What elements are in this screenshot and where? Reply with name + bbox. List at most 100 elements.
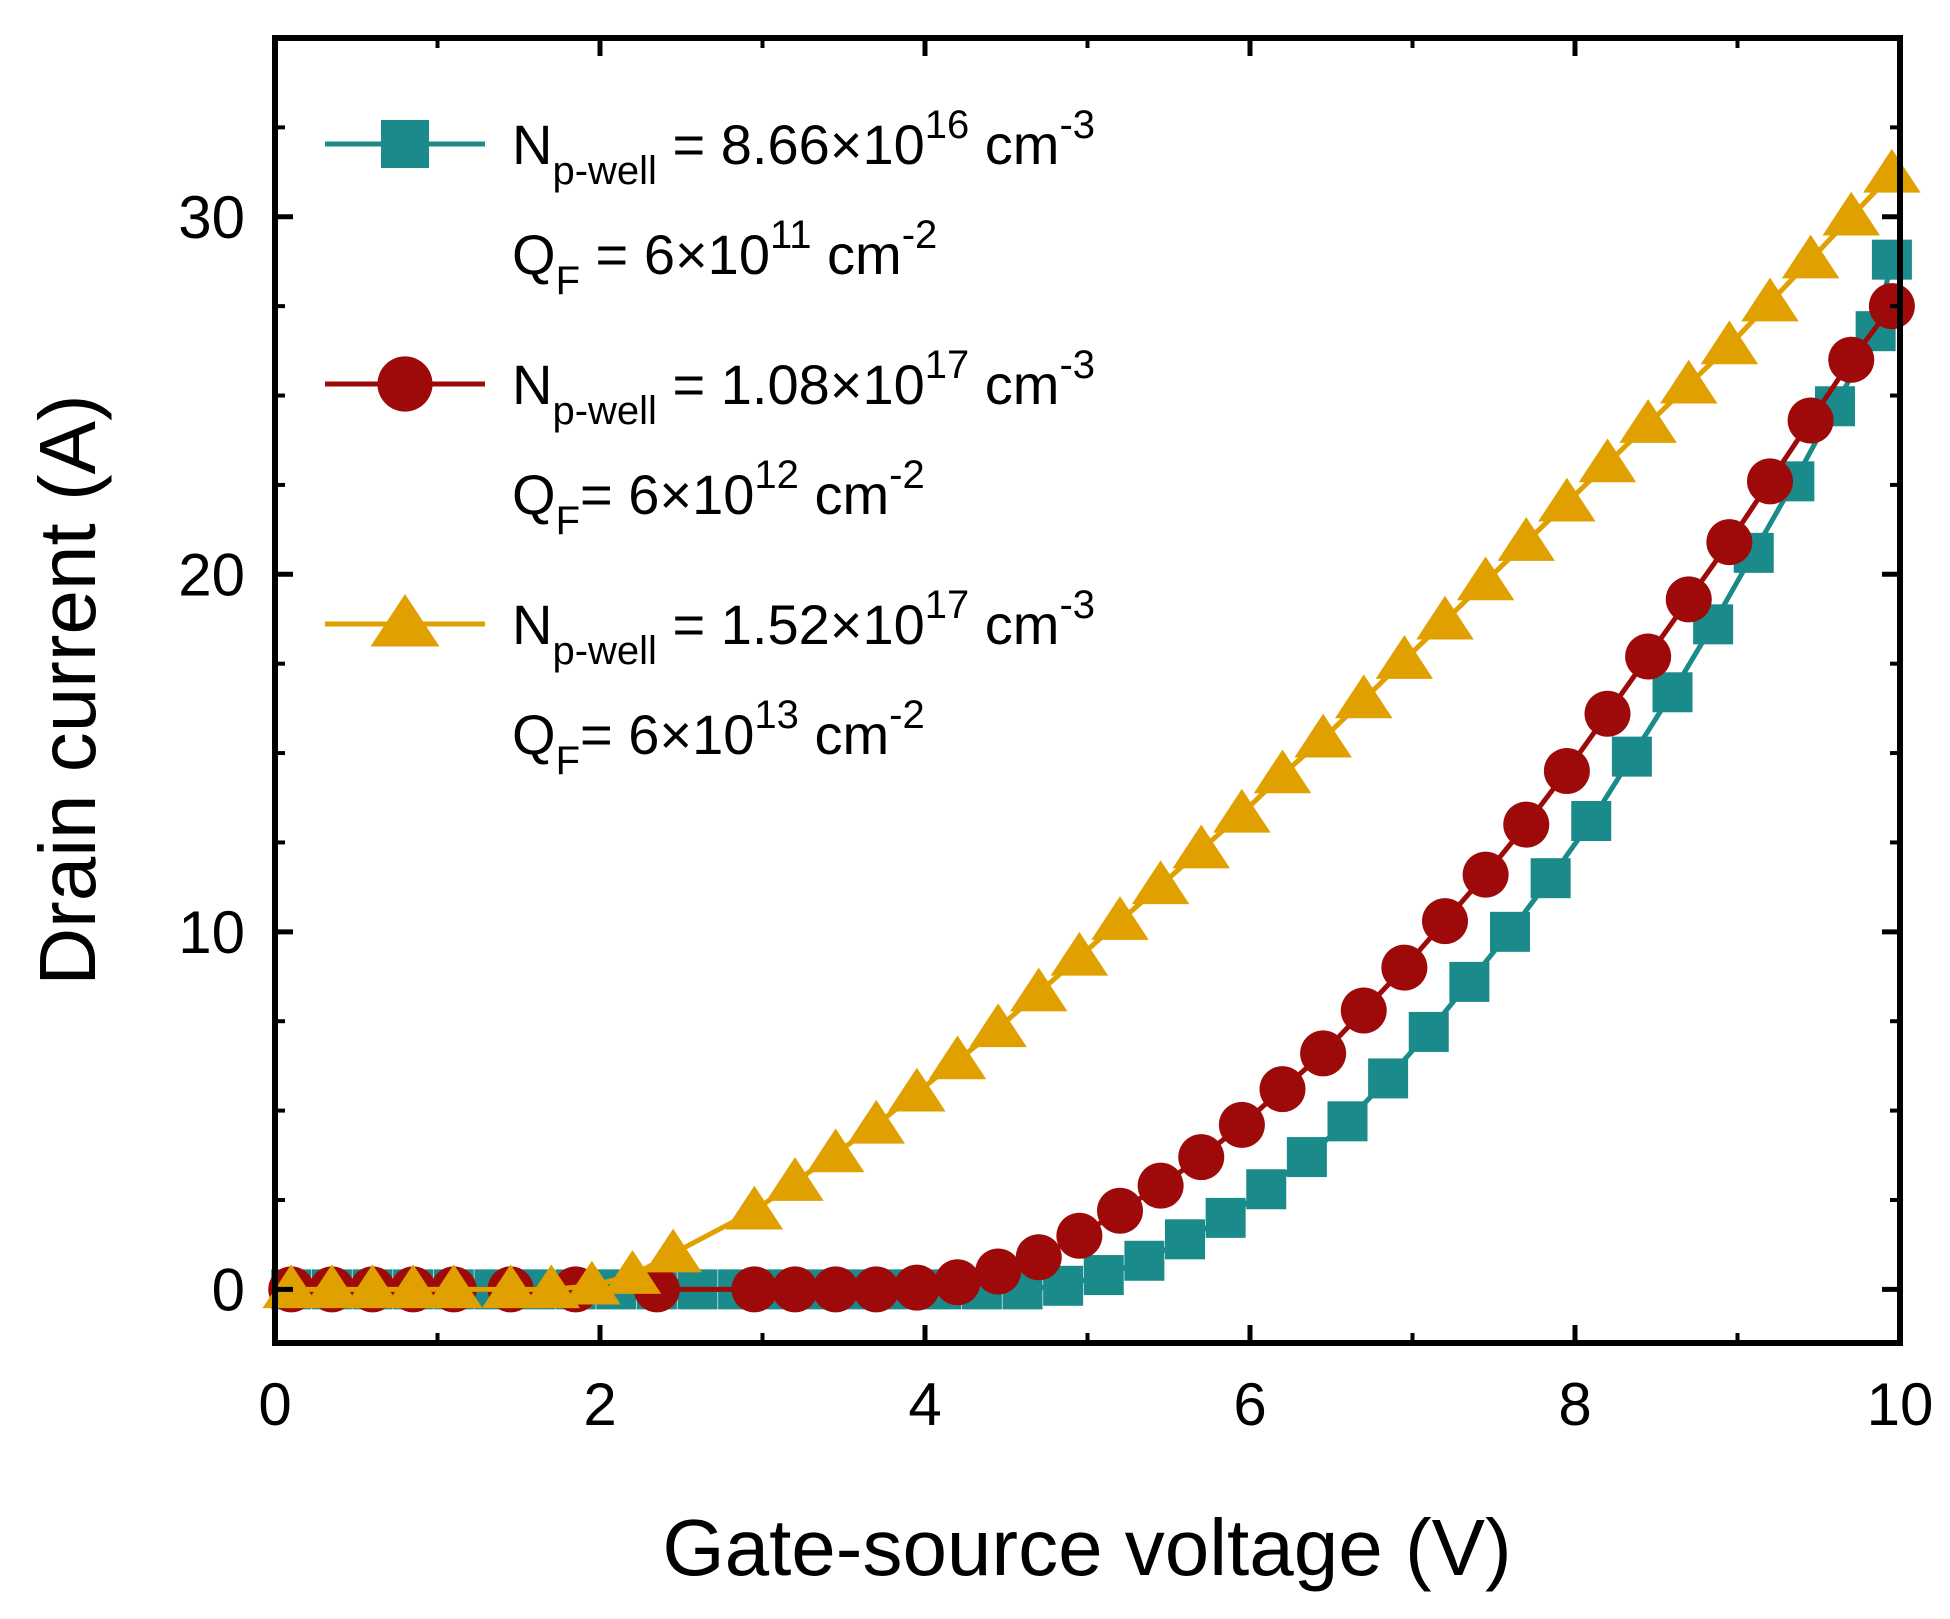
legend-label-line1-part: = 8.66×10 [657,113,925,176]
series-line [291,304,1894,1292]
legend-label-line1-part: -3 [1059,583,1095,627]
legend-label-line1-part: N [512,593,552,656]
legend-label-line2-part: -2 [902,213,938,257]
data-point-triangle [847,1099,905,1144]
data-point-circle [812,1266,859,1313]
data-point-circle [1787,397,1834,444]
data-point-square [1652,672,1693,713]
data-point-square [1611,736,1652,777]
data-point-circle [1381,944,1428,991]
data-point-triangle [1822,191,1880,236]
data-point-triangle [1863,148,1921,193]
series-circle [268,283,1915,1313]
x-tick-label: 2 [583,1371,616,1438]
data-point-circle [1828,336,1875,383]
data-point-circle [1015,1234,1062,1281]
legend: Np-well = 8.66×1016 cm-3QF = 6×1011 cm-2… [325,103,1095,783]
data-point-circle [1706,519,1753,566]
legend-label-line1-part: = 1.52×10 [657,593,925,656]
legend-label-line1-part: 17 [925,583,970,627]
legend-label-line1-part: p-well [552,149,656,193]
legend-label-line1: Np-well = 1.08×1017 cm-3 [512,343,1095,433]
legend-label-line2-part: F [556,739,580,783]
data-point-triangle [384,1264,442,1309]
data-point-square [1246,1169,1287,1210]
x-tick-label: 0 [258,1371,291,1438]
legend-label-line1-part: N [512,353,552,416]
legend-label-line1-part: = 1.08×10 [657,353,925,416]
data-point-triangle [725,1185,784,1230]
legend-label-line2: QF= 6×1012 cm-2 [512,453,925,543]
data-point-circle [934,1259,981,1306]
legend-marker-circle [377,356,433,412]
legend-marker-square [381,120,429,168]
data-point-triangle [806,1128,865,1173]
data-point-triangle [1172,824,1230,869]
data-point-circle [1340,987,1387,1034]
data-point-triangle [1497,517,1555,561]
data-point-triangle [1456,556,1515,601]
legend-label-line2-part: 11 [770,213,812,257]
legend-marker-triangle [370,594,440,647]
data-point-triangle [1050,931,1109,976]
data-point-circle [1300,1030,1347,1077]
legend-label-line2-part: cm [799,703,889,766]
data-point-triangle [425,1264,483,1309]
legend-label-line2-part: F [556,259,580,303]
legend-label-line1-part: p-well [552,629,656,673]
legend-label-line2-part: -2 [889,453,925,497]
legend-label-line2-part: 12 [754,453,799,497]
data-point-triangle [1253,749,1312,794]
data-point-circle [731,1266,778,1313]
data-point-triangle [1660,359,1718,404]
data-point-square [1368,1058,1409,1099]
data-point-triangle [969,1003,1027,1048]
legend-label-line1-part: cm [969,113,1059,176]
data-point-circle [1259,1066,1306,1113]
data-point-triangle [481,1264,540,1309]
x-axis-title: Gate-source voltage (V) [662,1503,1511,1592]
data-point-circle [772,1266,818,1313]
series-layer [262,148,1921,1313]
data-point-circle [1462,851,1509,898]
data-point-triangle [1781,234,1840,279]
y-tick-label: 10 [178,899,245,966]
data-point-circle [1584,690,1631,737]
x-tick-label: 10 [1867,1371,1934,1438]
data-point-triangle [644,1228,702,1273]
legend-item: Np-well = 1.08×1017 cm-3 QF= 6×1012 cm-2 [325,343,1095,543]
data-point-triangle [766,1157,824,1201]
legend-label-line2-part: -2 [889,693,925,737]
x-tick-label: 8 [1558,1371,1591,1438]
legend-label-line1-part: cm [969,353,1059,416]
data-point-triangle [1700,320,1759,365]
data-point-triangle [888,1067,946,1112]
data-point-circle [1747,458,1793,505]
data-point-triangle [1294,713,1352,758]
data-point-square [1408,1011,1449,1052]
legend-label-line2-part: cm [799,463,889,526]
data-point-square [1871,239,1912,280]
legend-label-line2-part: = 6×10 [580,703,754,766]
x-tick-label: 4 [908,1371,941,1438]
data-point-square [1205,1197,1246,1238]
legend-label-line2-part: F [556,499,580,543]
legend-label-line1-part: N [512,113,552,176]
data-point-square [1083,1255,1124,1296]
series-triangle [262,148,1921,1309]
legend-label-line2-part: cm [812,223,902,286]
data-point-triangle [1091,896,1149,940]
legend-label-line2-part: = 6×10 [580,223,770,286]
data-point-square [1327,1101,1368,1142]
data-point-triangle [1375,635,1434,679]
data-point-square [1124,1240,1165,1281]
data-point-triangle [522,1264,580,1309]
data-point-triangle [603,1250,662,1294]
data-point-circle [893,1264,940,1311]
data-point-triangle [1538,477,1596,522]
data-point-triangle [1741,277,1799,322]
data-point-square [1165,1219,1205,1260]
data-point-triangle [1010,967,1068,1012]
legend-label-line2: QF = 6×1011 cm-2 [512,213,937,303]
